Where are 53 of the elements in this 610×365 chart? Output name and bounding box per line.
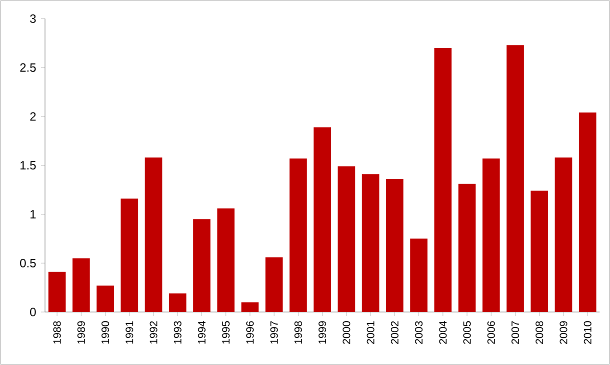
x-tick-label: 2007 [511,321,520,344]
x-tick-label: 1995 [222,321,230,344]
x-tick-label: 1994 [198,321,206,344]
y-tick-label: 1.5 [20,161,36,170]
x-tick-label: 2006 [487,321,495,344]
bar [120,198,138,312]
y-tick-label: 0 [30,308,36,316]
bar [290,158,307,312]
x-tick-label: 2009 [560,321,568,344]
x-tick-label: 1988 [53,321,61,344]
bar [168,293,186,312]
x-tick-label: 2008 [536,321,544,344]
bar [386,179,404,312]
bar [530,190,548,312]
bar [434,48,452,312]
x-tick-label: 1991 [126,321,134,344]
x-tick-label: 1999 [318,321,326,344]
bar [314,127,332,312]
x-tick-label: 1992 [150,321,158,344]
y-tick-label: 2.5 [20,63,36,72]
x-tick-label: 1990 [102,321,110,344]
x-tick-label: 2001 [366,321,374,344]
x-tick-label: 1998 [294,321,302,344]
y-tick-label: 2 [30,112,36,121]
y-tick-label: 0.5 [20,258,36,268]
bar [482,158,500,312]
x-tick-label: 1997 [270,321,278,344]
x-tick-label: 2000 [342,321,350,344]
bar [362,174,380,312]
x-tick-label: 2002 [390,321,398,344]
bar [96,286,114,312]
bar [217,208,235,312]
bar [554,158,572,312]
bar [506,45,524,312]
x-tick-label: 1993 [174,321,182,344]
y-tick-label: 3 [30,14,36,23]
bar [338,166,356,312]
bar [48,272,66,312]
bar [193,219,210,312]
x-tick-label: 2005 [463,321,471,344]
x-tick-label: 1996 [246,321,254,344]
bar [410,238,428,312]
bar [458,184,476,312]
bar [265,257,283,312]
bar [144,158,162,312]
bar [578,112,596,312]
x-tick-label: 2010 [584,321,592,344]
x-tick-label: 1989 [77,321,85,344]
bar [241,302,259,312]
y-tick-label: 1 [30,210,36,218]
bar [72,258,90,312]
x-tick-label: 2004 [439,321,447,344]
x-tick-label: 2003 [415,321,423,344]
